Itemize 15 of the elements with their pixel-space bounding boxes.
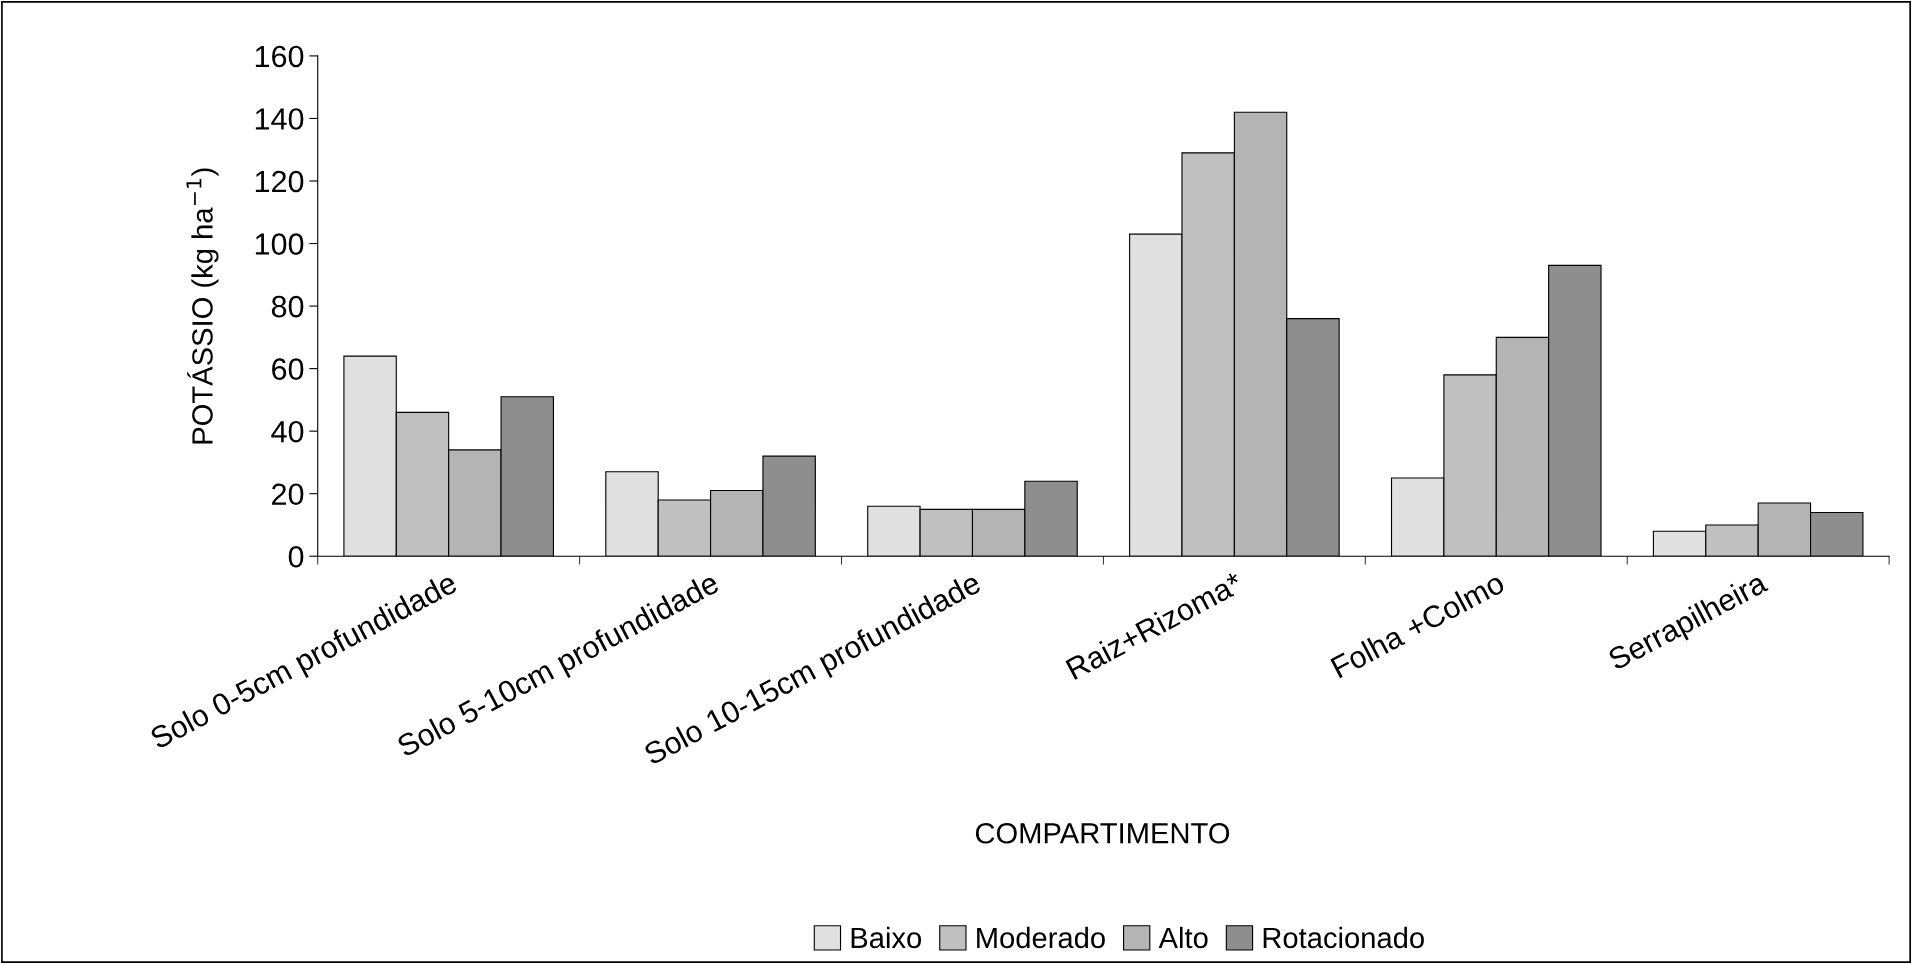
legend-label: Rotacionado [1263, 926, 1424, 949]
y-tick-label: 140 [255, 108, 304, 130]
y-axis-title: POTÁSSIO (kg ha$^{−1}$) [186, 168, 219, 444]
y-tick-label: 0 [288, 545, 304, 568]
y-tick-label: 40 [271, 420, 304, 443]
x-axis-title: COMPARTIMENTO [975, 822, 1230, 844]
legend-label: Baixo [851, 926, 922, 949]
legend-label: Alto [1158, 926, 1208, 949]
y-tick-label: 20 [272, 483, 304, 506]
legend-label: Moderado [977, 926, 1105, 949]
y-tick-label: 160 [255, 45, 304, 68]
y-tick-label: 100 [255, 233, 304, 255]
y-tick-label: 80 [271, 295, 304, 318]
y-tick-label: 120 [255, 170, 304, 193]
y-tick-label: 60 [272, 358, 304, 380]
